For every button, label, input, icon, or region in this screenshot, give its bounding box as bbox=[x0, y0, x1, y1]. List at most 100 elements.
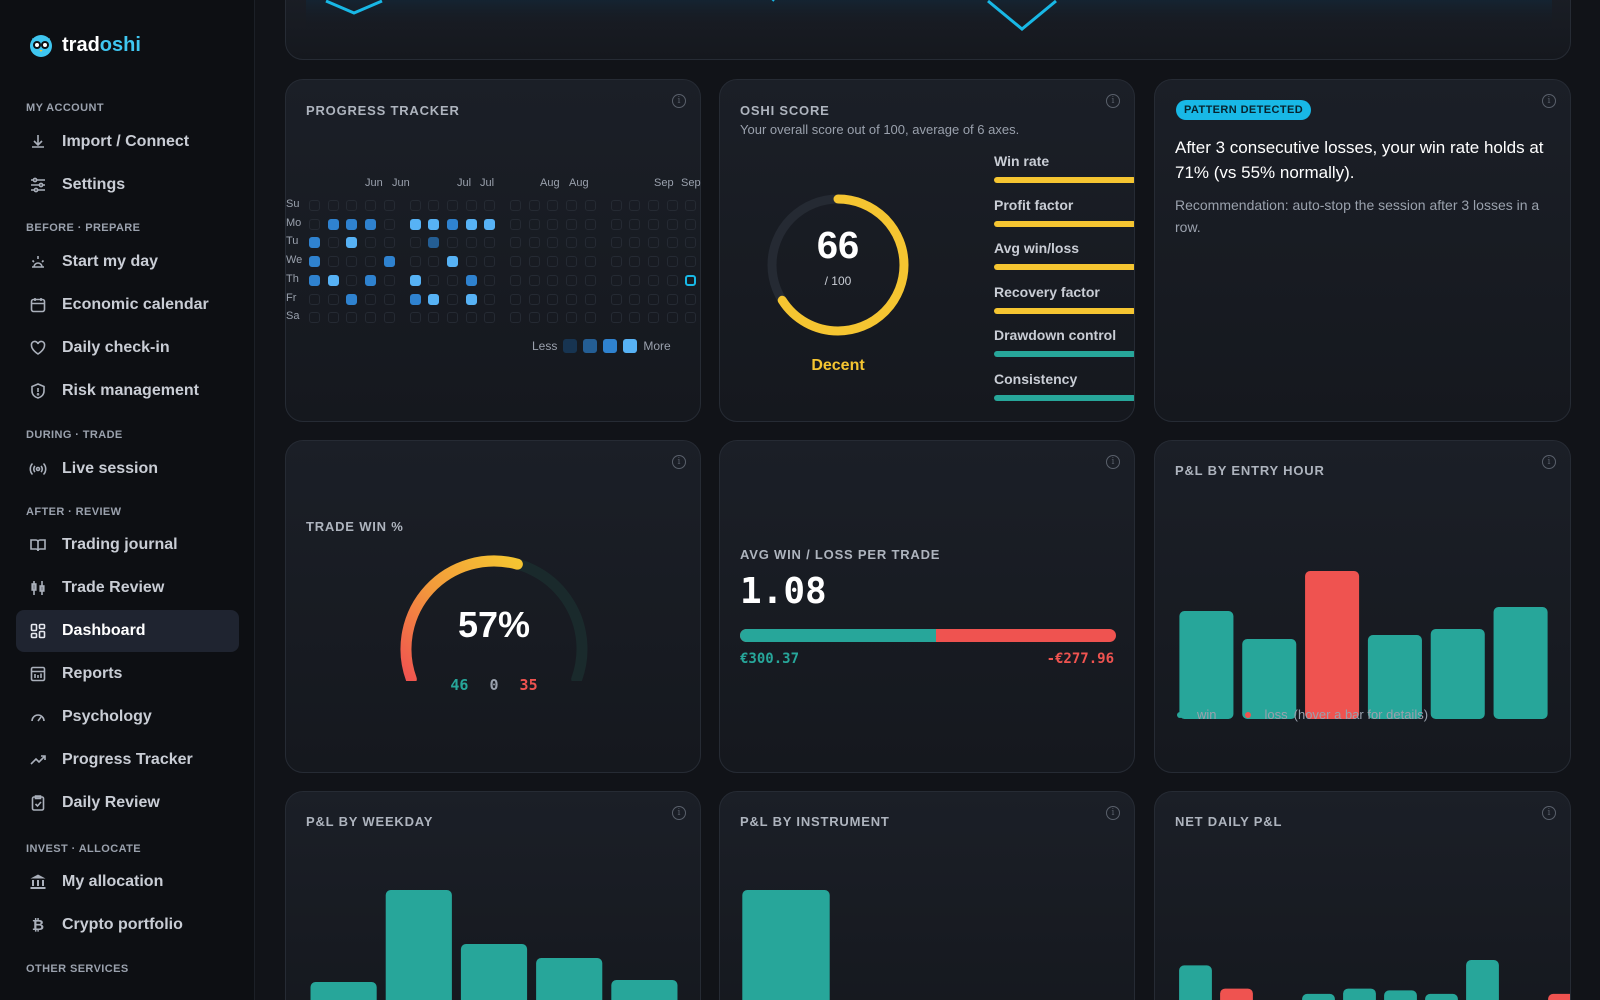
heatmap-cell[interactable] bbox=[327, 312, 339, 324]
heatmap-cell[interactable] bbox=[346, 200, 358, 211]
heatmap-cell[interactable] bbox=[547, 237, 559, 249]
heatmap-cell[interactable] bbox=[484, 237, 496, 249]
heatmap-cell[interactable] bbox=[446, 312, 458, 324]
heatmap-cell[interactable] bbox=[383, 312, 395, 324]
heatmap-cell[interactable] bbox=[610, 237, 622, 249]
chart-bar[interactable] bbox=[1384, 990, 1417, 1000]
heatmap-cell[interactable] bbox=[547, 256, 559, 268]
heatmap-cell[interactable] bbox=[547, 312, 559, 324]
heatmap-cell[interactable] bbox=[510, 256, 521, 268]
chart-bar[interactable] bbox=[536, 958, 603, 1000]
heatmap-cell[interactable] bbox=[309, 274, 320, 286]
heatmap-cell[interactable] bbox=[547, 293, 559, 305]
sidebar-item-trade-review[interactable]: Trade Review bbox=[16, 567, 239, 609]
heatmap-cell[interactable] bbox=[528, 237, 540, 249]
heatmap-cell[interactable] bbox=[327, 274, 339, 286]
heatmap-cell[interactable] bbox=[584, 218, 596, 230]
chart-bar[interactable] bbox=[1302, 993, 1335, 1000]
heatmap-cell[interactable] bbox=[327, 256, 339, 268]
chart-bar[interactable] bbox=[1425, 993, 1458, 1000]
chart-bar[interactable] bbox=[1242, 639, 1297, 719]
heatmap-cell[interactable] bbox=[610, 200, 622, 211]
heatmap-cell[interactable] bbox=[685, 237, 697, 249]
sidebar-item-daily-review[interactable]: Daily Review bbox=[16, 782, 239, 824]
heatmap-cell[interactable] bbox=[647, 274, 659, 286]
heatmap-cell[interactable] bbox=[383, 274, 395, 286]
info-icon[interactable]: i bbox=[672, 806, 686, 820]
heatmap-cell[interactable] bbox=[409, 293, 421, 305]
heatmap-cell[interactable] bbox=[647, 237, 659, 249]
sidebar-item-crypto-portfolio[interactable]: ₿ Crypto portfolio bbox=[16, 904, 239, 946]
heatmap-cell[interactable] bbox=[365, 274, 377, 286]
chart-bar[interactable] bbox=[310, 982, 377, 1000]
heatmap-cell[interactable] bbox=[428, 237, 440, 249]
heatmap-cell[interactable] bbox=[465, 218, 477, 230]
heatmap-cell[interactable] bbox=[584, 256, 596, 268]
heatmap-cell[interactable] bbox=[566, 218, 578, 230]
heatmap-cell[interactable] bbox=[510, 218, 521, 230]
heatmap-cell[interactable] bbox=[484, 312, 496, 324]
heatmap-cell[interactable] bbox=[383, 218, 395, 230]
chart-bar[interactable] bbox=[1466, 960, 1499, 1000]
heatmap-cell[interactable] bbox=[629, 218, 641, 230]
info-icon[interactable]: i bbox=[672, 94, 686, 108]
sidebar-item-dashboard[interactable]: Dashboard bbox=[16, 610, 239, 652]
heatmap-cell[interactable] bbox=[484, 256, 496, 268]
info-icon[interactable]: i bbox=[1542, 806, 1556, 820]
heatmap-cell[interactable] bbox=[327, 237, 339, 249]
sidebar-item-economic-calendar[interactable]: Economic calendar bbox=[16, 284, 239, 326]
heatmap-cell[interactable] bbox=[647, 293, 659, 305]
heatmap-cell[interactable] bbox=[528, 218, 540, 230]
heatmap-cell[interactable] bbox=[528, 256, 540, 268]
info-icon[interactable]: i bbox=[1106, 94, 1120, 108]
heatmap-cell[interactable] bbox=[346, 237, 358, 249]
sidebar-item-risk-management[interactable]: Risk management bbox=[16, 370, 239, 412]
heatmap-cell[interactable] bbox=[465, 312, 477, 324]
heatmap-cell[interactable] bbox=[484, 218, 496, 230]
heatmap-cell[interactable] bbox=[629, 237, 641, 249]
heatmap-cell[interactable] bbox=[547, 274, 559, 286]
heatmap-cell[interactable] bbox=[446, 237, 458, 249]
heatmap-cell[interactable] bbox=[510, 200, 521, 211]
sidebar-item-start-my-day[interactable]: Start my day bbox=[16, 241, 239, 283]
chart-bar[interactable] bbox=[1430, 629, 1485, 719]
heatmap-cell[interactable] bbox=[346, 312, 358, 324]
heatmap-cell[interactable] bbox=[465, 293, 477, 305]
heatmap-cell[interactable] bbox=[566, 256, 578, 268]
sidebar-item-trading-journal[interactable]: Trading journal bbox=[16, 524, 239, 566]
heatmap-cell[interactable] bbox=[629, 274, 641, 286]
heatmap-cell[interactable] bbox=[346, 274, 358, 286]
info-icon[interactable]: i bbox=[1542, 455, 1556, 469]
heatmap-cell[interactable] bbox=[309, 256, 320, 268]
heatmap-cell[interactable] bbox=[346, 218, 358, 230]
heatmap-cell[interactable] bbox=[365, 200, 377, 211]
heatmap-cell[interactable] bbox=[666, 237, 678, 249]
heatmap-cell[interactable] bbox=[528, 274, 540, 286]
chart-bar[interactable] bbox=[460, 944, 528, 1000]
heatmap-cell[interactable] bbox=[309, 200, 320, 211]
heatmap-cell[interactable] bbox=[584, 200, 596, 211]
heatmap-cell[interactable] bbox=[629, 293, 641, 305]
heatmap-cell[interactable] bbox=[666, 274, 678, 286]
heatmap-cell[interactable] bbox=[446, 256, 458, 268]
heatmap-cell[interactable] bbox=[309, 218, 320, 230]
heatmap-cell[interactable] bbox=[484, 200, 496, 211]
heatmap-cell[interactable] bbox=[584, 274, 596, 286]
heatmap-cell[interactable] bbox=[584, 293, 596, 305]
heatmap-cell[interactable] bbox=[309, 312, 320, 324]
chart-bar[interactable] bbox=[1305, 571, 1360, 719]
heatmap-cell[interactable] bbox=[629, 312, 641, 324]
heatmap-cell[interactable] bbox=[610, 293, 622, 305]
heatmap-cell[interactable] bbox=[528, 200, 540, 211]
heatmap-cell[interactable] bbox=[365, 237, 377, 249]
heatmap-cell[interactable] bbox=[365, 256, 377, 268]
heatmap-cell[interactable] bbox=[685, 293, 697, 305]
info-icon[interactable]: i bbox=[1106, 806, 1120, 820]
heatmap-cell[interactable] bbox=[610, 274, 622, 286]
heatmap-cell[interactable] bbox=[346, 256, 358, 268]
heatmap-cell[interactable] bbox=[610, 218, 622, 230]
chart-bar[interactable] bbox=[1548, 993, 1571, 1000]
heatmap-cell[interactable] bbox=[428, 274, 440, 286]
heatmap-cell[interactable] bbox=[309, 237, 320, 249]
chart-bar[interactable] bbox=[1367, 635, 1422, 719]
